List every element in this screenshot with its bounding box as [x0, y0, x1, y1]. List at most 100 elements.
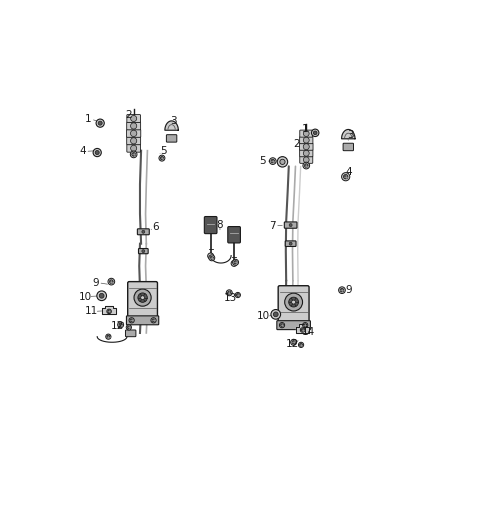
Circle shape	[292, 340, 295, 344]
Circle shape	[226, 290, 232, 296]
Circle shape	[271, 310, 281, 319]
Circle shape	[303, 162, 310, 169]
Circle shape	[273, 312, 278, 317]
Circle shape	[303, 151, 309, 156]
Circle shape	[277, 157, 288, 167]
Circle shape	[129, 318, 134, 323]
Text: 3: 3	[347, 130, 353, 140]
Circle shape	[152, 319, 155, 322]
FancyBboxPatch shape	[127, 115, 141, 122]
FancyBboxPatch shape	[127, 144, 141, 152]
FancyBboxPatch shape	[284, 222, 297, 228]
Circle shape	[130, 319, 133, 322]
Circle shape	[107, 335, 110, 338]
FancyBboxPatch shape	[127, 137, 141, 145]
Circle shape	[231, 261, 237, 266]
Text: 1: 1	[302, 124, 309, 134]
Circle shape	[109, 280, 113, 284]
Circle shape	[96, 119, 104, 127]
Circle shape	[304, 324, 307, 327]
Circle shape	[302, 323, 308, 328]
Circle shape	[342, 173, 350, 181]
Circle shape	[108, 279, 115, 285]
Polygon shape	[165, 121, 178, 130]
Circle shape	[289, 242, 292, 245]
Circle shape	[159, 155, 165, 161]
Circle shape	[142, 230, 145, 233]
FancyBboxPatch shape	[137, 229, 149, 234]
Circle shape	[285, 293, 302, 311]
FancyBboxPatch shape	[228, 227, 240, 243]
Text: 6: 6	[153, 222, 159, 232]
Circle shape	[303, 137, 309, 143]
Circle shape	[210, 256, 214, 260]
Circle shape	[138, 293, 147, 302]
Circle shape	[340, 288, 344, 292]
Circle shape	[234, 261, 237, 264]
Circle shape	[301, 329, 304, 331]
Circle shape	[119, 323, 122, 327]
Circle shape	[130, 151, 137, 158]
Circle shape	[209, 255, 215, 261]
Circle shape	[160, 157, 164, 160]
Circle shape	[279, 323, 285, 328]
Circle shape	[208, 253, 214, 259]
Text: 5: 5	[160, 146, 167, 156]
Circle shape	[107, 309, 111, 314]
Circle shape	[108, 310, 110, 313]
Polygon shape	[102, 306, 116, 314]
FancyBboxPatch shape	[167, 135, 177, 142]
Circle shape	[131, 116, 137, 121]
FancyBboxPatch shape	[139, 248, 148, 254]
Circle shape	[313, 131, 317, 135]
Circle shape	[233, 259, 239, 265]
Circle shape	[132, 153, 135, 156]
Text: 14: 14	[302, 327, 315, 337]
FancyBboxPatch shape	[125, 330, 136, 337]
Circle shape	[131, 145, 137, 152]
Circle shape	[303, 144, 309, 150]
Text: 7: 7	[269, 221, 276, 231]
Text: 10: 10	[257, 311, 270, 321]
Text: 2: 2	[125, 111, 132, 120]
Circle shape	[299, 342, 304, 348]
Circle shape	[118, 322, 124, 328]
FancyBboxPatch shape	[278, 286, 309, 322]
Circle shape	[292, 300, 296, 304]
Circle shape	[288, 297, 299, 307]
Text: 13: 13	[224, 293, 237, 303]
FancyBboxPatch shape	[300, 130, 313, 137]
Circle shape	[131, 138, 137, 144]
Text: 8: 8	[216, 220, 223, 230]
Text: 10: 10	[79, 291, 92, 302]
Text: 4: 4	[79, 146, 85, 157]
Circle shape	[134, 289, 151, 306]
Circle shape	[127, 326, 130, 329]
FancyBboxPatch shape	[128, 282, 157, 317]
Circle shape	[280, 159, 285, 164]
Circle shape	[131, 130, 137, 137]
Circle shape	[303, 131, 309, 137]
Circle shape	[269, 158, 276, 164]
Text: 9: 9	[92, 278, 99, 288]
Circle shape	[99, 293, 104, 298]
Circle shape	[271, 159, 275, 163]
Circle shape	[131, 123, 137, 129]
Polygon shape	[296, 325, 309, 333]
FancyBboxPatch shape	[300, 137, 313, 144]
Text: 3: 3	[170, 116, 177, 126]
Circle shape	[141, 296, 144, 300]
Circle shape	[236, 293, 239, 296]
Circle shape	[97, 291, 107, 301]
FancyBboxPatch shape	[126, 316, 159, 325]
Circle shape	[93, 148, 101, 157]
Text: 5: 5	[259, 156, 266, 166]
FancyBboxPatch shape	[285, 241, 296, 246]
Circle shape	[281, 324, 284, 327]
Circle shape	[312, 129, 319, 137]
FancyBboxPatch shape	[127, 130, 141, 137]
Circle shape	[126, 325, 132, 330]
Circle shape	[300, 344, 302, 346]
Circle shape	[290, 339, 297, 345]
Text: 1: 1	[84, 114, 91, 124]
